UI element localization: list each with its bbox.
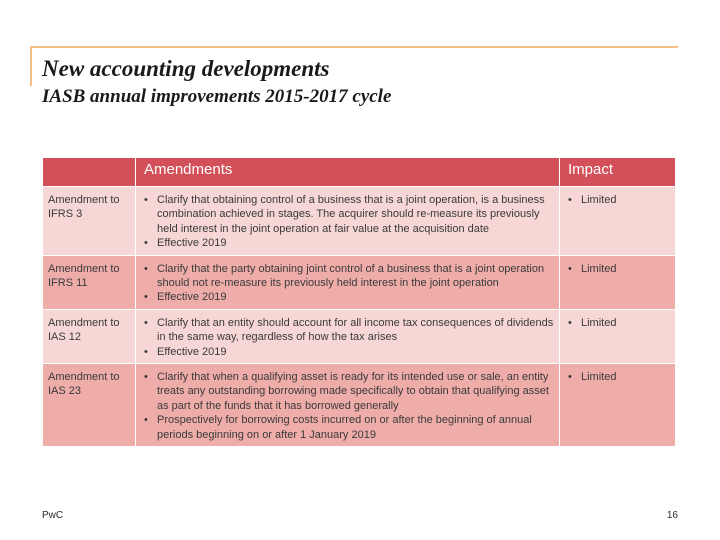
impact-cell: Limited <box>559 363 676 448</box>
page-number: 16 <box>666 510 678 521</box>
bullet-item: Effective 2019 <box>144 290 554 305</box>
table-row: Amendment to IAS 12 Clarify that an enti… <box>42 308 676 365</box>
slide-title: New accounting developments <box>42 56 330 81</box>
impact-value: Limited <box>568 193 670 208</box>
header-blank-cell <box>42 157 136 187</box>
table-row: Amendment to IFRS 3 Clarify that obtaini… <box>42 186 676 256</box>
amendment-name: Amendment to IAS 23 <box>42 363 136 448</box>
header-impact: Impact <box>559 157 676 187</box>
header-amendments: Amendments <box>135 157 560 187</box>
impact-cell: Limited <box>559 308 676 365</box>
table-header-row: Amendments Impact <box>42 157 676 187</box>
amendment-details: Clarify that an entity should account fo… <box>135 308 560 365</box>
bullet-item: Effective 2019 <box>144 345 554 360</box>
amendment-details: Clarify that when a qualifying asset is … <box>135 363 560 448</box>
impact-cell: Limited <box>559 186 676 256</box>
amendment-name: Amendment to IFRS 3 <box>42 186 136 256</box>
bullet-item: Clarify that the party obtaining joint c… <box>144 262 554 291</box>
slide-subtitle: IASB annual improvements 2015-2017 cycle <box>42 86 392 107</box>
impact-value: Limited <box>568 316 670 331</box>
amendment-details: Clarify that obtaining control of a busi… <box>135 186 560 256</box>
bullet-item: Effective 2019 <box>144 236 554 251</box>
bullet-item: Clarify that an entity should account fo… <box>144 316 554 345</box>
frame-top-line <box>30 46 678 48</box>
amendment-details: Clarify that the party obtaining joint c… <box>135 254 560 310</box>
frame-left-line <box>30 46 32 86</box>
amendments-table: Amendments Impact Amendment to IFRS 3 Cl… <box>42 157 676 448</box>
amendment-name: Amendment to IFRS 11 <box>42 254 136 310</box>
bullet-item: Prospectively for borrowing costs incurr… <box>144 413 554 442</box>
table-row: Amendment to IAS 23 Clarify that when a … <box>42 363 676 448</box>
amendment-name: Amendment to IAS 12 <box>42 308 136 365</box>
bullet-item: Clarify that obtaining control of a busi… <box>144 193 554 236</box>
impact-value: Limited <box>568 370 670 385</box>
impact-cell: Limited <box>559 254 676 310</box>
bullet-item: Clarify that when a qualifying asset is … <box>144 370 554 413</box>
table-row: Amendment to IFRS 11 Clarify that the pa… <box>42 254 676 310</box>
footer-brand: PwC <box>42 510 64 521</box>
impact-value: Limited <box>568 262 670 277</box>
